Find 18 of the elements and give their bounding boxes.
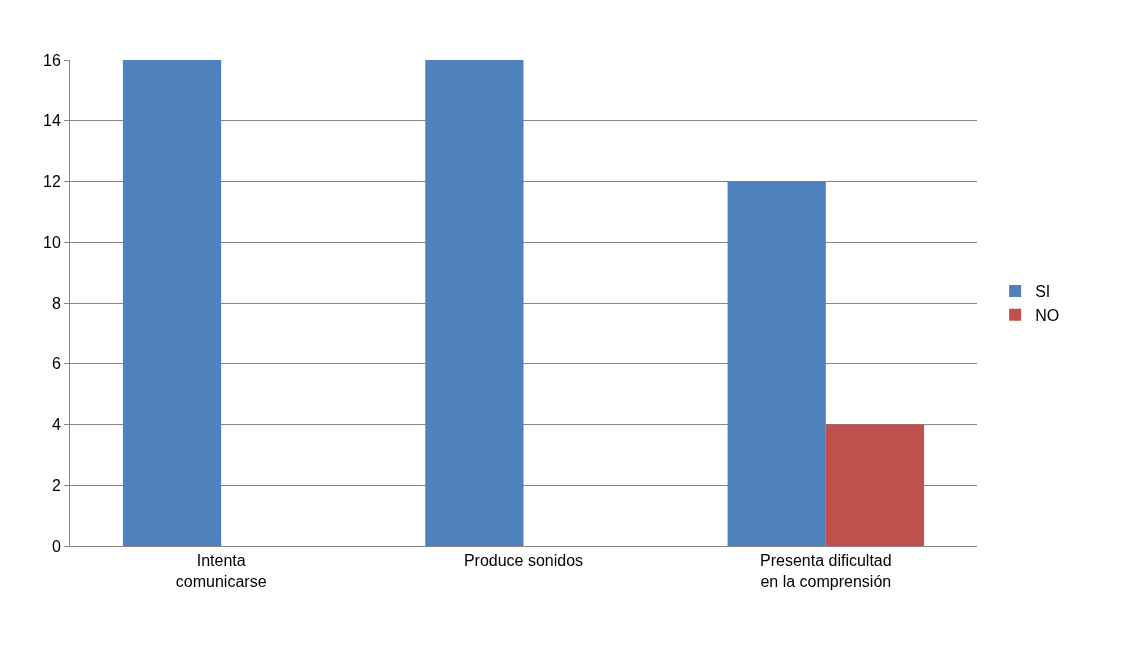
x-tick-label: Intenta comunicarse xyxy=(175,552,267,590)
y-tick-label: 14 xyxy=(43,112,61,130)
legend-label: NO xyxy=(1035,306,1060,324)
legend-label: SI xyxy=(1035,283,1051,301)
y-tick-label: 8 xyxy=(51,294,61,312)
bar xyxy=(425,60,524,546)
y-tick-label: 6 xyxy=(51,355,61,373)
y-tick-label: 10 xyxy=(43,233,61,251)
bar xyxy=(122,60,222,546)
bar xyxy=(825,424,925,546)
y-tick-label: 2 xyxy=(51,476,61,494)
y-tick-label: 12 xyxy=(43,173,61,191)
x-tick-label: Presenta dificultad en la comprensión xyxy=(760,552,892,590)
x-tick-label: Produce sonidos xyxy=(463,552,584,570)
y-tick-label: 16 xyxy=(43,51,61,69)
y-tick-label: 4 xyxy=(51,416,61,434)
bar xyxy=(727,181,826,546)
y-tick-label: 0 xyxy=(51,537,61,555)
